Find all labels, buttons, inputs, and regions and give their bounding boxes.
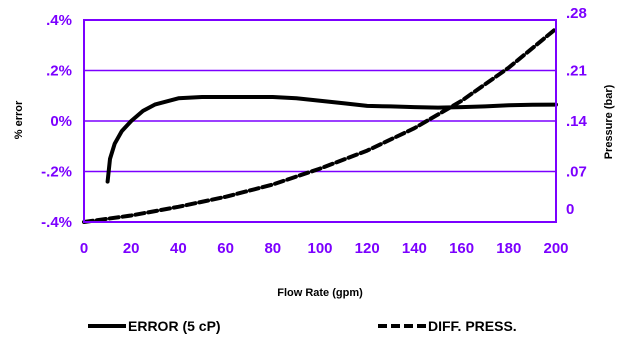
x-tick-label: 80	[264, 240, 281, 257]
y2-tick-label: .14	[566, 113, 588, 130]
x-tick-label: 200	[543, 240, 568, 257]
x-tick-label: 100	[307, 240, 332, 257]
x-tick-label: 180	[496, 240, 521, 257]
x-tick-label: 160	[449, 240, 474, 257]
y-tick-label: .2%	[46, 63, 72, 80]
series-group	[82, 26, 558, 224]
y2-axis-label: Pressure (bar)	[603, 84, 615, 159]
y2-tick-labels: .28 .21 .14 .07 0	[566, 5, 588, 218]
legend-label-error: ERROR (5 cP)	[128, 318, 221, 334]
x-tick-label: 40	[170, 240, 187, 257]
x-tick-label: 0	[80, 240, 88, 257]
y2-tick-label: .28	[566, 5, 587, 22]
y-tick-labels: .4% .2% 0% -.2% -.4%	[41, 12, 72, 231]
x-axis-label: Flow Rate (gpm)	[277, 287, 363, 299]
x-tick-labels: 0 20 40 60 80 100 120 140 160 180 200	[80, 240, 569, 257]
legend: ERROR (5 cP) DIFF. PRESS.	[88, 318, 517, 334]
y-tick-label: 0%	[50, 113, 72, 130]
error-line	[105, 95, 558, 184]
x-tick-label: 120	[355, 240, 380, 257]
y-tick-label: -.2%	[41, 164, 72, 181]
plot-area	[83, 19, 557, 223]
y2-tick-label: .21	[566, 63, 587, 80]
y-axis-label: % error	[13, 100, 25, 139]
y-tick-label: .4%	[46, 12, 72, 29]
y-tick-label: -.4%	[41, 214, 72, 231]
y2-tick-label: .07	[566, 164, 587, 181]
x-tick-label: 20	[123, 240, 140, 257]
y2-tick-label: 0	[566, 201, 574, 218]
diff-press-line	[82, 26, 558, 224]
x-tick-label: 140	[402, 240, 427, 257]
legend-label-pressure: DIFF. PRESS.	[428, 318, 517, 334]
grid	[84, 69, 556, 173]
x-tick-label: 60	[217, 240, 234, 257]
